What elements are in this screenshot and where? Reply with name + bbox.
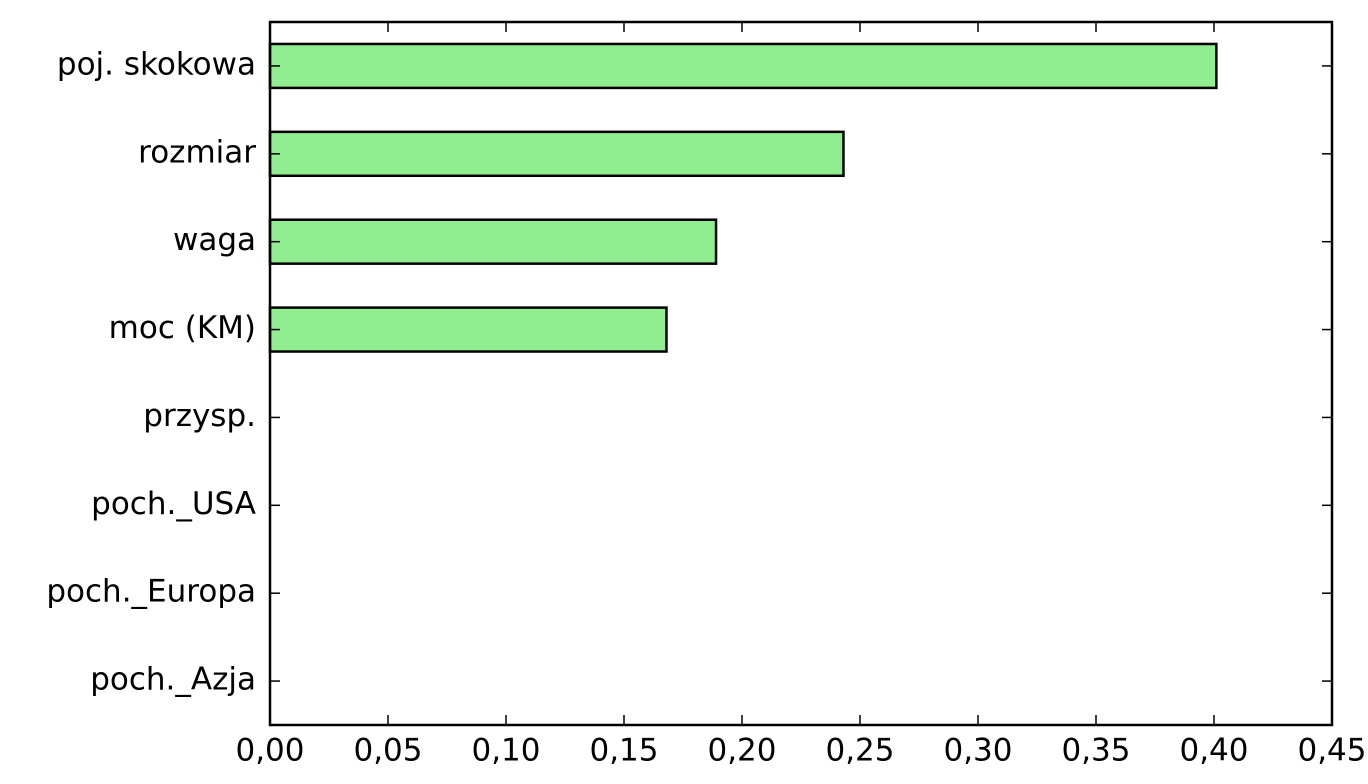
- y-tick-label: poch._Europa: [46, 574, 256, 610]
- x-tick-label: 0,35: [1061, 733, 1130, 769]
- x-tick-label: 0,25: [825, 733, 894, 769]
- plot-frame: [268, 20, 1334, 727]
- y-tick-label: poj. skokowa: [57, 46, 256, 82]
- x-tick-label: 0,00: [235, 733, 304, 769]
- x-tick-label: 0,45: [1297, 733, 1366, 769]
- x-tick-label: 0,15: [589, 733, 658, 769]
- bar: [268, 130, 845, 178]
- x-tick-label: 0,40: [1179, 733, 1248, 769]
- bar: [268, 42, 1218, 90]
- bar: [268, 218, 718, 265]
- x-tick-label: 0,10: [471, 733, 540, 769]
- x-tick-label: 0,05: [353, 733, 422, 769]
- bar: [268, 306, 668, 353]
- y-tick-label: rozmiar: [138, 134, 256, 170]
- y-tick-label: moc (KM): [109, 310, 256, 346]
- y-tick-label: waga: [173, 222, 256, 258]
- x-tick-label: 0,30: [943, 733, 1012, 769]
- y-tick-label: poch._Azja: [90, 662, 256, 698]
- y-tick-label: poch._USA: [91, 486, 256, 522]
- x-tick-label: 0,20: [707, 733, 776, 769]
- y-tick-label: przysp.: [143, 398, 256, 434]
